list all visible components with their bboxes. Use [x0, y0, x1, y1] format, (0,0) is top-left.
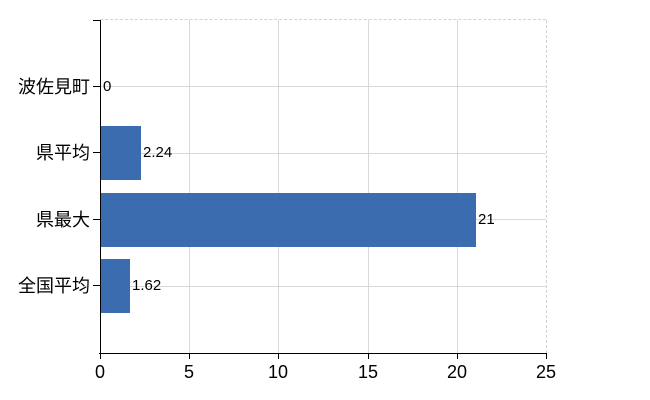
v-gridline — [189, 20, 190, 353]
y-tick — [93, 152, 100, 153]
h-gridline — [100, 152, 546, 154]
y-tick — [93, 86, 100, 87]
x-tick-label: 10 — [267, 362, 289, 382]
x-axis-line — [99, 353, 547, 354]
value-label: 1.62 — [132, 277, 162, 294]
bar — [101, 193, 476, 247]
y-tick — [93, 20, 100, 21]
category-label: 波佐見町 — [18, 77, 90, 97]
category-label: 全国平均 — [18, 276, 90, 296]
plot-border-top — [100, 19, 546, 20]
value-label: 21 — [478, 211, 495, 228]
x-tick — [368, 353, 369, 359]
h-gridline — [100, 285, 546, 287]
x-tick-label: 5 — [183, 362, 194, 382]
y-axis-line — [100, 20, 101, 359]
v-gridline — [457, 20, 458, 353]
y-tick — [93, 219, 100, 220]
x-tick — [189, 353, 190, 359]
x-tick — [457, 353, 458, 359]
value-label: 2.24 — [143, 144, 173, 161]
plot-border-right — [546, 20, 547, 353]
h-gridline — [100, 86, 546, 88]
x-tick — [546, 353, 547, 359]
bar — [101, 126, 141, 180]
x-tick-label: 15 — [357, 362, 379, 382]
x-tick — [100, 353, 101, 359]
x-tick-label: 0 — [94, 362, 105, 382]
v-gridline — [278, 20, 279, 353]
bar — [101, 259, 130, 313]
y-tick — [93, 285, 100, 286]
category-label: 県最大 — [36, 210, 90, 230]
x-tick-label: 25 — [535, 362, 557, 382]
value-label: 0 — [103, 78, 112, 95]
x-tick — [278, 353, 279, 359]
category-label: 県平均 — [36, 143, 90, 163]
x-tick-label: 20 — [446, 362, 468, 382]
v-gridline — [368, 20, 369, 353]
